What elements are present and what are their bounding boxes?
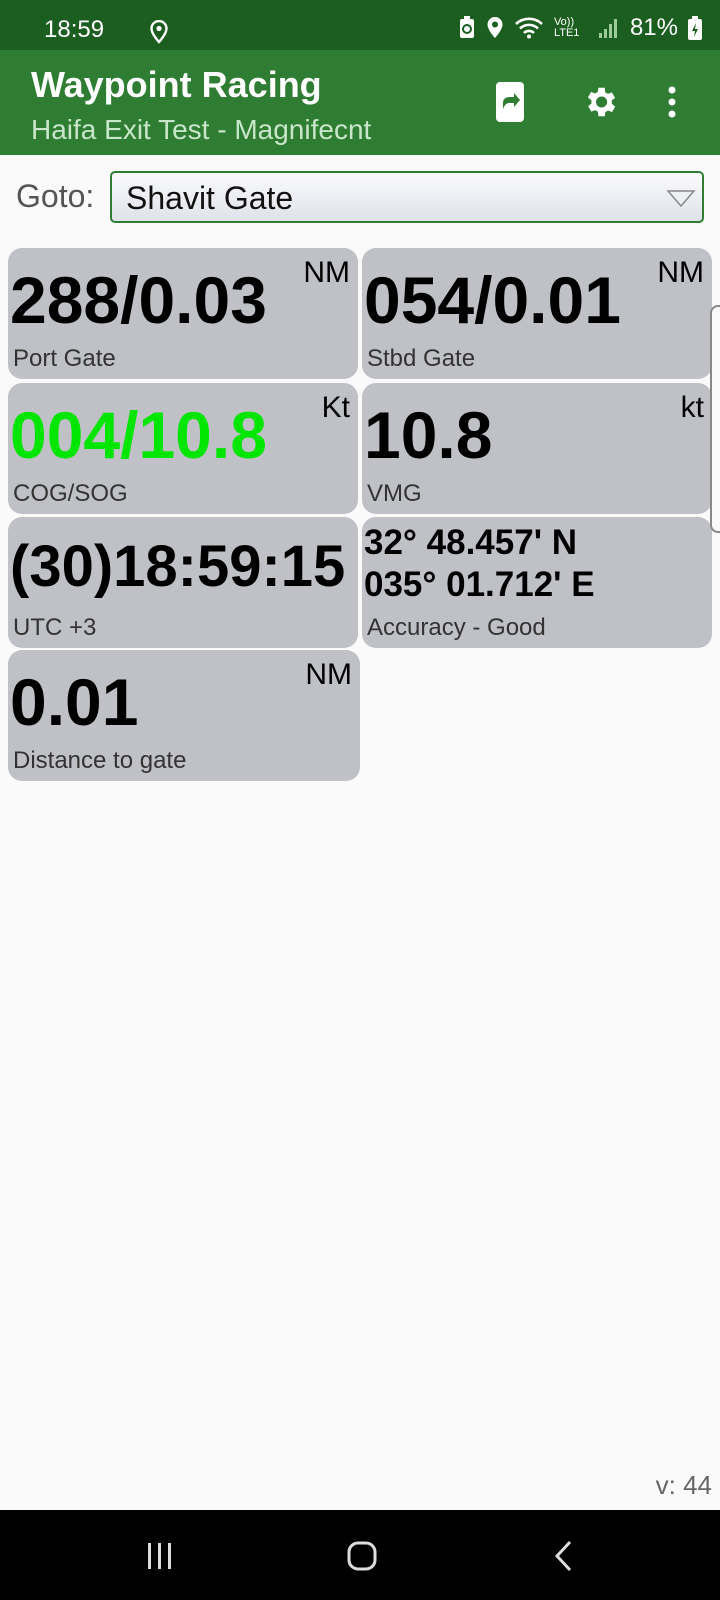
distance-to-gate-value: 0.01 [10,665,139,739]
stbd-gate-label: Stbd Gate [367,345,476,372]
position-tile[interactable]: 32° 48.457' N 035° 01.712' E Accuracy - … [362,517,712,648]
battery-percent: 81% [629,14,678,41]
gear-icon [587,87,616,117]
port-gate-tile[interactable]: 288/0.03 NM Port Gate [8,248,358,379]
vmg-tile[interactable]: 10.8 kt VMG [362,383,712,514]
gps-accuracy-label: Accuracy - Good [367,614,546,641]
status-time: 18:59 [44,16,105,43]
goto-selected-value: Shavit Gate [126,180,294,216]
location-icon [150,19,168,44]
more-vert-icon [668,86,676,118]
distance-to-gate-label: Distance to gate [13,747,187,774]
port-gate-label: Port Gate [13,345,116,372]
app-version: v: 44 [655,1470,712,1500]
home-button[interactable] [342,1538,382,1574]
share-screen-icon [496,82,524,122]
goto-label: Goto: [16,178,95,214]
location-icon [486,16,504,40]
back-icon [554,1540,572,1572]
system-nav-bar [0,1510,720,1600]
dropdown-arrow-icon [666,189,696,214]
cog-sog-unit: Kt [321,391,350,424]
stbd-gate-unit: NM [657,256,704,289]
recent-apps-icon [148,1543,171,1569]
side-drawer-handle[interactable] [710,305,720,533]
utc-offset-label: UTC +3 [13,614,97,641]
longitude-value: 035° 01.712' E [364,565,595,604]
wifi-icon [514,17,544,39]
vmg-value: 10.8 [364,398,493,472]
battery-charging-icon [688,16,702,40]
overflow-menu-button[interactable] [654,78,690,126]
stbd-gate-tile[interactable]: 054/0.01 NM Stbd Gate [362,248,712,379]
utc-time-value: (30)18:59:15 [10,534,346,599]
port-gate-unit: NM [303,256,350,289]
cog-sog-tile[interactable]: 004/10.8 Kt COG/SOG [8,383,358,514]
distance-to-gate-unit: NM [305,658,352,691]
utc-time-tile[interactable]: (30)18:59:15 UTC +3 [8,517,358,648]
recycle-icon [458,16,476,40]
cog-sog-label: COG/SOG [13,480,128,507]
status-bar: 18:59 Vo)) LTE1 81% [0,0,720,50]
settings-button[interactable] [576,78,624,126]
home-icon [347,1541,377,1571]
action-bar: Waypoint Racing Haifa Exit Test - Magnif… [0,50,720,155]
race-subtitle: Haifa Exit Test - Magnifecnt [31,114,372,145]
back-button[interactable] [544,1538,584,1574]
goto-waypoint-select[interactable]: Shavit Gate [110,171,704,223]
recent-apps-button[interactable] [140,1538,180,1574]
stbd-gate-value: 054/0.01 [364,263,621,337]
cog-sog-value: 004/10.8 [10,398,267,472]
latitude-value: 32° 48.457' N [364,523,578,562]
signal-icon [598,17,620,39]
vmg-label: VMG [367,480,422,507]
lte-icon: Vo)) LTE1 [553,16,580,39]
distance-to-gate-tile[interactable]: 0.01 NM Distance to gate [8,650,360,781]
share-screen-button[interactable] [486,78,534,126]
vmg-unit: kt [680,391,704,424]
port-gate-value: 288/0.03 [10,263,267,337]
app-title: Waypoint Racing [31,64,322,105]
